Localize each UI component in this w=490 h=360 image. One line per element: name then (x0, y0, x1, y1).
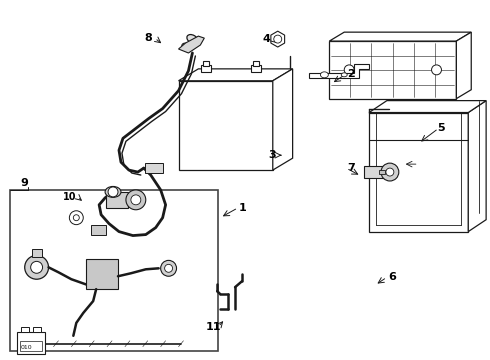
Bar (369, 113, 468, 231)
Bar (145, 163, 163, 173)
Circle shape (165, 264, 172, 272)
Text: 010: 010 (21, 345, 32, 350)
Bar (253, 61, 259, 66)
Polygon shape (329, 32, 471, 41)
Bar (201, 65, 211, 72)
Circle shape (344, 65, 354, 75)
Polygon shape (310, 64, 369, 78)
Circle shape (161, 260, 176, 276)
Bar (203, 61, 209, 66)
Text: 1: 1 (239, 203, 247, 213)
Text: 5: 5 (438, 123, 445, 134)
Ellipse shape (187, 35, 198, 44)
Bar (404, 217, 434, 224)
Circle shape (131, 195, 141, 205)
Text: 9: 9 (21, 178, 28, 188)
Bar (10, 190, 218, 351)
Bar (106, 192, 128, 208)
Bar (17, 332, 45, 354)
Polygon shape (178, 69, 293, 81)
Circle shape (108, 187, 118, 197)
Text: 7: 7 (347, 163, 355, 173)
Text: 8: 8 (145, 33, 152, 43)
Bar (329, 41, 456, 99)
Circle shape (31, 261, 43, 273)
Ellipse shape (105, 186, 121, 197)
Polygon shape (273, 69, 293, 170)
Text: 11: 11 (205, 322, 221, 332)
Polygon shape (468, 100, 486, 231)
Circle shape (381, 163, 399, 181)
Circle shape (274, 35, 282, 43)
Circle shape (70, 211, 83, 225)
Bar (86, 260, 118, 289)
Ellipse shape (320, 72, 328, 78)
Ellipse shape (182, 43, 191, 51)
Ellipse shape (341, 73, 347, 77)
Ellipse shape (28, 340, 40, 348)
Polygon shape (456, 32, 471, 99)
Circle shape (126, 190, 146, 210)
Polygon shape (178, 36, 204, 53)
Circle shape (386, 168, 394, 176)
Polygon shape (271, 31, 285, 47)
Text: 6: 6 (388, 272, 396, 282)
Circle shape (24, 255, 49, 279)
Bar (178, 81, 273, 170)
Bar (21, 327, 29, 332)
Text: 2: 2 (347, 69, 355, 79)
Text: 4: 4 (263, 34, 271, 44)
Bar (20, 341, 42, 351)
Text: 3: 3 (268, 150, 275, 160)
Bar (33, 327, 41, 332)
Bar (364, 166, 386, 178)
Bar (32, 249, 42, 257)
Text: 10: 10 (63, 192, 76, 202)
Bar (379, 170, 385, 174)
Polygon shape (369, 100, 486, 113)
Circle shape (432, 65, 441, 75)
Bar (251, 65, 261, 72)
Bar (91, 225, 106, 235)
